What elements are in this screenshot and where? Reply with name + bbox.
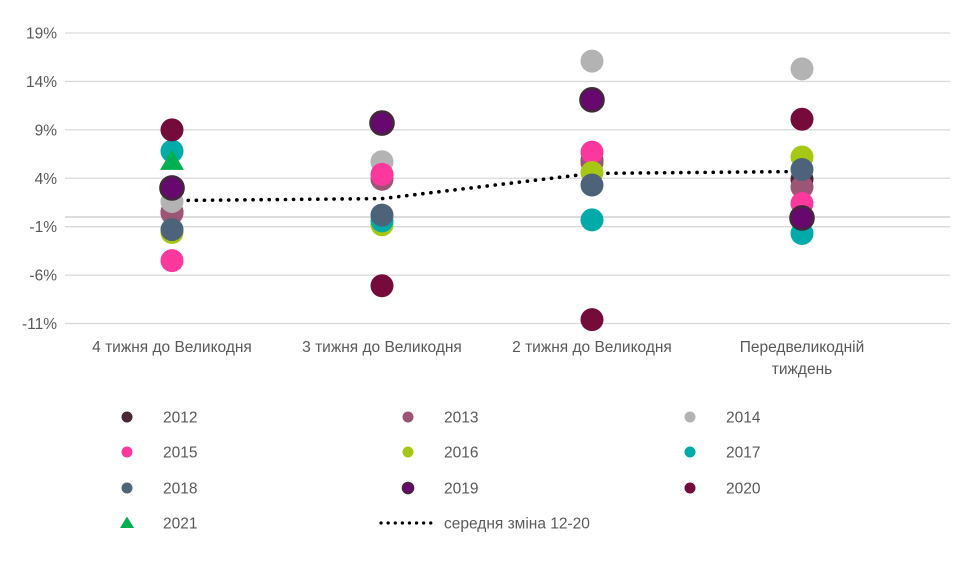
legend-marker-2017: [684, 446, 696, 458]
legend-item-2018: 2018: [121, 481, 197, 498]
y-tick-label: -11%: [22, 316, 57, 333]
y-tick-label: 19%: [26, 26, 57, 43]
data-point-2020-cat1: [160, 118, 184, 142]
data-point-2015-cat3: [580, 140, 604, 164]
data-point-2018-cat4: [790, 158, 814, 182]
x-axis-labels: 4 тижня до Великодня 3 тижня до Великодня…: [92, 339, 864, 378]
y-tick-label: -6%: [29, 268, 57, 285]
x-category-label-4: Передвеликодній тиждень: [740, 339, 865, 378]
data-point-2014-cat3: [580, 49, 604, 73]
average-line-group: [170, 169, 804, 203]
average-line: [170, 169, 804, 203]
legend-label-2021: 2021: [163, 516, 197, 533]
legend-item-2019: 2019: [401, 481, 478, 498]
y-axis-labels: 19% 14% 9% 4% -1% -6% -11%: [22, 26, 57, 333]
legend-marker-2012: [121, 411, 133, 423]
data-point-2014-cat4: [790, 57, 814, 81]
legend-label-2019: 2019: [444, 481, 478, 498]
legend-label-2017: 2017: [726, 445, 760, 462]
legend-item-2021: 2021: [120, 516, 197, 533]
legend-item-2014: 2014: [684, 410, 761, 427]
legend-item-2013: 2013: [402, 410, 478, 427]
legend-marker-2013: [402, 411, 414, 423]
legend-marker-2014: [684, 411, 696, 423]
gridlines: [65, 32, 950, 325]
data-point-2015-cat2: [370, 162, 394, 186]
data-point-2017-cat3: [580, 208, 604, 232]
y-tick-label: -1%: [29, 219, 57, 236]
y-tick-label: 9%: [35, 122, 58, 139]
data-point-2013-cat4: [790, 175, 814, 199]
data-point-2020-cat2: [370, 274, 394, 298]
legend-marker-2020: [684, 482, 696, 494]
legend-label-average-line: середня зміна 12-20: [444, 516, 590, 533]
x-category-label-2: 3 тижня до Великодня: [302, 339, 462, 356]
data-point-2019-cat2: [369, 110, 395, 136]
legend-item-average-line: середня зміна 12-20: [379, 516, 590, 533]
legend-item-2020: 2020: [684, 481, 761, 498]
data-point-2015-cat1: [160, 249, 184, 273]
data-point-2018-cat1: [160, 218, 184, 242]
data-point-2018-cat3: [580, 173, 604, 197]
data-point-2019-cat1: [159, 175, 185, 201]
legend-label-2015: 2015: [163, 445, 197, 462]
data-point-2020-cat3: [580, 308, 604, 332]
y-tick-label: 14%: [26, 74, 57, 91]
legend-marker-2016: [402, 446, 414, 458]
legend-marker-2018: [121, 482, 133, 494]
data-point-2021-cat1: [160, 149, 184, 170]
legend-marker-2015: [121, 446, 133, 458]
legend-label-2018: 2018: [163, 481, 197, 498]
data-point-2019-cat4: [789, 205, 815, 231]
legend-item-2012: 2012: [121, 410, 197, 427]
x-category-label-1: 4 тижня до Великодня: [92, 339, 252, 356]
data-point-2020-cat4: [790, 107, 814, 131]
legend-label-2016: 2016: [444, 445, 478, 462]
legend-item-2015: 2015: [121, 445, 197, 462]
x-category-label-3: 2 тижня до Великодня: [512, 339, 672, 356]
legend-item-2016: 2016: [402, 445, 478, 462]
legend-label-2014: 2014: [726, 410, 761, 427]
legend-item-2017: 2017: [684, 445, 760, 462]
legend-label-2020: 2020: [726, 481, 761, 498]
legend: 2012 2013 2014 2015 2016 2017 2018 2019 2020 2021…: [120, 410, 761, 533]
data-points: [159, 49, 815, 332]
y-tick-label: 4%: [35, 171, 58, 188]
legend-label-2012: 2012: [163, 410, 197, 427]
data-point-2019-cat3: [579, 87, 605, 113]
data-point-2018-cat2: [370, 203, 394, 227]
legend-marker-2021: [120, 516, 134, 528]
legend-marker-2019: [401, 481, 415, 495]
legend-label-2013: 2013: [444, 410, 478, 427]
